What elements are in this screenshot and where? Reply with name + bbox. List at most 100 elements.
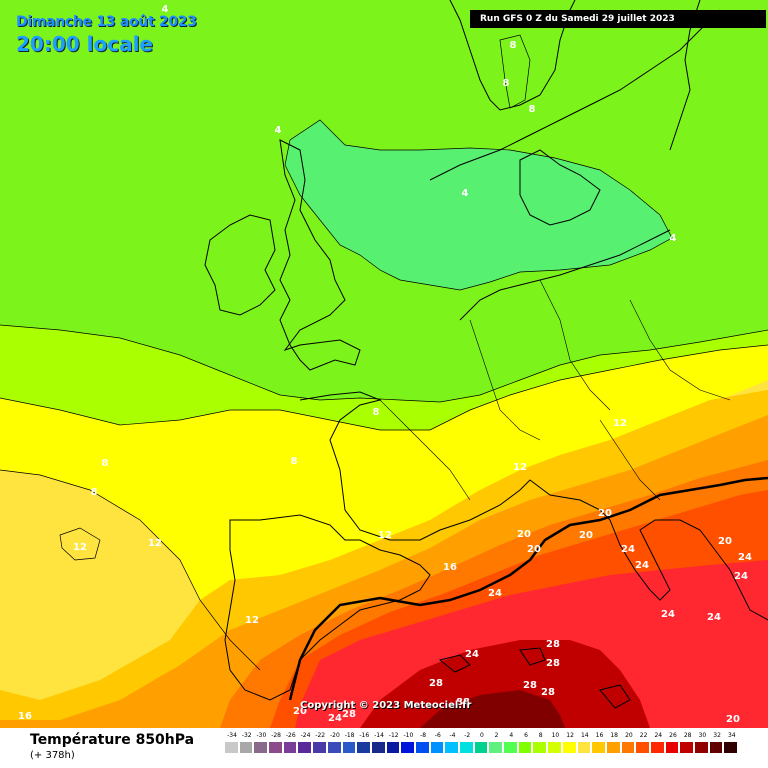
contour-label: 4 [462, 188, 469, 199]
contour-label: 16 [443, 562, 457, 573]
legend-swatch [723, 741, 739, 754]
legend-value: -20 [329, 732, 340, 739]
legend-value: 26 [669, 732, 677, 739]
legend-value: 12 [566, 732, 574, 739]
legend-swatch [400, 741, 415, 754]
contour-label: 24 [661, 609, 675, 620]
legend-value: 10 [551, 732, 560, 739]
legend-value: 28 [683, 732, 692, 739]
legend-swatch [591, 741, 606, 754]
forecast-hour: (+ 378h) [30, 750, 75, 761]
contour-label: 24 [635, 560, 649, 571]
legend-value: 0 [479, 732, 484, 739]
freezing-line [288, 476, 768, 701]
legend-value: -32 [241, 732, 252, 739]
contour-label: 12 [148, 538, 162, 549]
contour-label: 20 [726, 714, 740, 725]
legend-value: -4 [449, 732, 456, 739]
parameter-title: Température 850hPa [30, 732, 195, 748]
legend-swatch [517, 741, 533, 754]
coastlines [204, 0, 768, 709]
legend-value: 8 [538, 732, 543, 739]
legend-swatch [429, 741, 445, 754]
contour-label: 28 [523, 680, 537, 691]
legend-swatch [312, 741, 327, 754]
contour-label: 24 [465, 649, 479, 660]
legend-swatch [473, 741, 489, 754]
contour-label: 4 [275, 125, 282, 136]
legend-value: 34 [727, 732, 736, 739]
copyright: Copyright © 2023 Meteociel.fr [300, 700, 472, 711]
legend-swatch [297, 741, 313, 754]
legend-value: -28 [271, 732, 281, 739]
legend-value: -18 [344, 732, 355, 739]
contour-label: 28 [546, 639, 560, 650]
contour-label: 4 [670, 233, 677, 244]
legend-labels: -34 -32 -30 -28 -26 -24 -22 -20 -18 -16 -14 -12 -10-… [224, 730, 752, 741]
legend-value: -22 [315, 732, 326, 739]
contour-label: 24 [734, 571, 748, 582]
legend-value: 18 [610, 732, 619, 739]
legend-swatch [488, 741, 504, 754]
legend-swatch [635, 741, 650, 754]
contour-label: 20 [718, 536, 732, 547]
legend-swatch [253, 741, 269, 754]
legend-value: -8 [420, 732, 427, 739]
contour-label: 20 [527, 544, 541, 555]
legend-swatch [459, 741, 474, 754]
legend-swatch [268, 741, 283, 754]
contour-label: 24 [621, 544, 635, 555]
legend-value: 22 [639, 732, 648, 739]
legend-swatches [224, 741, 752, 754]
contour-label: 20 [579, 530, 593, 541]
legend-swatch [532, 741, 548, 754]
contour-label: 28 [429, 678, 443, 689]
contour-label: 8 [291, 456, 298, 467]
contour-label: 88 [456, 697, 470, 708]
contour-label: 20 [517, 529, 531, 540]
legend-value: -26 [285, 732, 296, 739]
contour-label: 8 [102, 458, 109, 469]
legend-value: -30 [256, 732, 267, 739]
legend-value: -12 [388, 732, 399, 739]
contour-label: 24 [328, 713, 342, 724]
legend-value: -16 [359, 732, 370, 739]
contour-label: 24 [738, 552, 752, 563]
legend-swatch [356, 741, 371, 754]
contour-label: 8 [91, 487, 98, 498]
isotherm-contours [0, 34, 768, 671]
legend-swatch [444, 741, 459, 754]
legend-value: 20 [625, 732, 633, 739]
legend-swatch [341, 741, 357, 754]
legend-value: 14 [580, 732, 589, 739]
legend-value: 4 [509, 732, 514, 739]
legend-value: -2 [464, 732, 471, 739]
contour-label: 24 [707, 612, 721, 623]
contour-label: 8 [503, 78, 510, 89]
legend-value: -34 [227, 732, 237, 739]
legend-swatch [664, 741, 680, 754]
contour-label: 8 [373, 407, 380, 418]
legend-value: -6 [434, 732, 441, 739]
legend-swatch [649, 741, 665, 754]
legend-value: 24 [654, 732, 663, 739]
legend-value: 2 [494, 732, 499, 739]
country-borders [379, 279, 731, 501]
legend-swatch [605, 741, 621, 754]
footer: Température 850hPa (+ 378h) -34 -32 -30 -28… [0, 728, 768, 768]
legend-swatch [620, 741, 636, 754]
band-28-plus [360, 640, 650, 728]
contour-label: 8 [529, 104, 536, 115]
legend-value: 32 [713, 732, 721, 739]
contour-label: 28 [541, 687, 555, 698]
legend-value: 16 [595, 732, 604, 739]
legend-swatch [708, 741, 724, 754]
legend-swatch [370, 741, 386, 754]
contour-label: 20 [598, 508, 612, 519]
forecast-date: Dimanche 13 août 2023 [16, 14, 197, 30]
legend-swatch [679, 741, 694, 754]
contour-label: 8 [510, 40, 517, 51]
color-legend: -34 -32 -30 -28 -26 -24 -22 -20 -18 -16 -14 -12 -10-… [224, 730, 752, 754]
